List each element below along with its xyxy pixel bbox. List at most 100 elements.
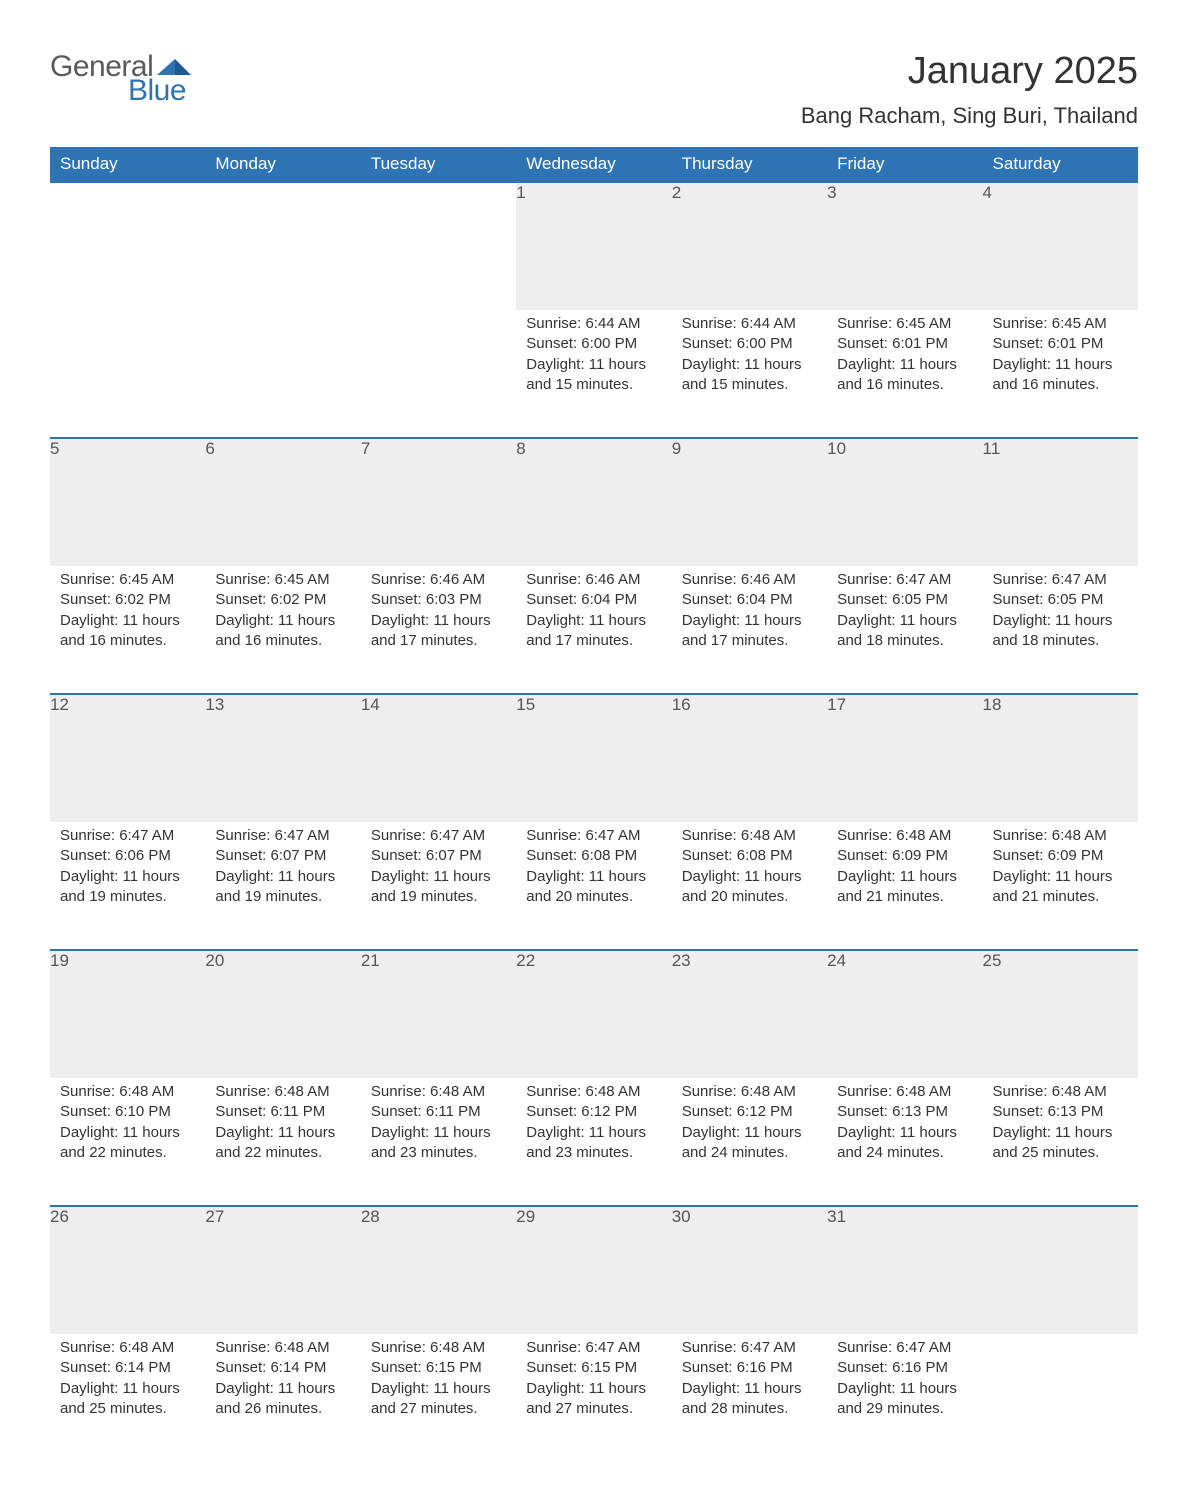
- day-d2: and 25 minutes.: [993, 1143, 1128, 1163]
- day-number: 21: [361, 950, 516, 1078]
- day-d2: and 15 minutes.: [526, 375, 661, 395]
- day-detail: Sunrise: 6:48 AMSunset: 6:11 PMDaylight:…: [361, 1078, 516, 1206]
- empty-cell: [205, 182, 360, 310]
- empty-cell: [50, 310, 205, 438]
- day-detail: Sunrise: 6:47 AMSunset: 6:16 PMDaylight:…: [827, 1334, 982, 1462]
- day-ss: Sunset: 6:04 PM: [682, 590, 817, 610]
- day-d2: and 29 minutes.: [837, 1399, 972, 1419]
- day-d1: Daylight: 11 hours: [60, 1379, 195, 1399]
- day-sr: Sunrise: 6:47 AM: [837, 570, 972, 590]
- day-d1: Daylight: 11 hours: [526, 1379, 661, 1399]
- day-number: 4: [983, 182, 1138, 310]
- day-sr: Sunrise: 6:48 AM: [682, 1082, 817, 1102]
- day-number: 16: [672, 694, 827, 822]
- day-detail: Sunrise: 6:48 AMSunset: 6:09 PMDaylight:…: [983, 822, 1138, 950]
- day-number: 20: [205, 950, 360, 1078]
- day-sr: Sunrise: 6:47 AM: [60, 826, 195, 846]
- day-ss: Sunset: 6:08 PM: [682, 846, 817, 866]
- day-number: 8: [516, 438, 671, 566]
- day-ss: Sunset: 6:06 PM: [60, 846, 195, 866]
- day-number: 14: [361, 694, 516, 822]
- day-sr: Sunrise: 6:47 AM: [371, 826, 506, 846]
- day-d2: and 16 minutes.: [993, 375, 1128, 395]
- day-ss: Sunset: 6:05 PM: [993, 590, 1128, 610]
- day-number: 11: [983, 438, 1138, 566]
- day-d1: Daylight: 11 hours: [682, 867, 817, 887]
- day-number: 27: [205, 1206, 360, 1334]
- day-ss: Sunset: 6:05 PM: [837, 590, 972, 610]
- day-ss: Sunset: 6:08 PM: [526, 846, 661, 866]
- day-number: 7: [361, 438, 516, 566]
- day-d1: Daylight: 11 hours: [371, 611, 506, 631]
- day-d2: and 18 minutes.: [837, 631, 972, 651]
- day-number: 18: [983, 694, 1138, 822]
- day-d2: and 17 minutes.: [682, 631, 817, 651]
- day-number: 5: [50, 438, 205, 566]
- logo-blue-text: Blue: [128, 74, 191, 108]
- day-ss: Sunset: 6:01 PM: [837, 334, 972, 354]
- day-number: 15: [516, 694, 671, 822]
- day-sr: Sunrise: 6:48 AM: [215, 1082, 350, 1102]
- day-sr: Sunrise: 6:44 AM: [526, 314, 661, 334]
- day-detail: Sunrise: 6:48 AMSunset: 6:12 PMDaylight:…: [672, 1078, 827, 1206]
- calendar-body: 1234Sunrise: 6:44 AMSunset: 6:00 PMDayli…: [50, 182, 1138, 1462]
- day-ss: Sunset: 6:11 PM: [371, 1102, 506, 1122]
- empty-cell: [205, 310, 360, 438]
- day-d2: and 19 minutes.: [60, 887, 195, 907]
- day-d2: and 20 minutes.: [526, 887, 661, 907]
- day-ss: Sunset: 6:12 PM: [526, 1102, 661, 1122]
- day-detail: Sunrise: 6:46 AMSunset: 6:03 PMDaylight:…: [361, 566, 516, 694]
- day-number: 26: [50, 1206, 205, 1334]
- day-number: 6: [205, 438, 360, 566]
- day-number: 17: [827, 694, 982, 822]
- day-d1: Daylight: 11 hours: [993, 611, 1128, 631]
- day-d2: and 17 minutes.: [371, 631, 506, 651]
- day-d2: and 19 minutes.: [215, 887, 350, 907]
- day-d1: Daylight: 11 hours: [215, 1379, 350, 1399]
- day-d1: Daylight: 11 hours: [682, 1379, 817, 1399]
- day-sr: Sunrise: 6:48 AM: [993, 1082, 1128, 1102]
- day-ss: Sunset: 6:15 PM: [371, 1358, 506, 1378]
- day-d2: and 27 minutes.: [371, 1399, 506, 1419]
- day-d2: and 22 minutes.: [60, 1143, 195, 1163]
- day-number: 19: [50, 950, 205, 1078]
- day-d1: Daylight: 11 hours: [993, 867, 1128, 887]
- day-d1: Daylight: 11 hours: [837, 355, 972, 375]
- day-ss: Sunset: 6:07 PM: [215, 846, 350, 866]
- day-detail: Sunrise: 6:47 AMSunset: 6:07 PMDaylight:…: [205, 822, 360, 950]
- day-detail: Sunrise: 6:47 AMSunset: 6:08 PMDaylight:…: [516, 822, 671, 950]
- day-d2: and 23 minutes.: [371, 1143, 506, 1163]
- empty-cell: [50, 182, 205, 310]
- day-number: 10: [827, 438, 982, 566]
- day-detail: Sunrise: 6:45 AMSunset: 6:01 PMDaylight:…: [827, 310, 982, 438]
- day-sr: Sunrise: 6:48 AM: [371, 1082, 506, 1102]
- day-header: Tuesday: [361, 147, 516, 182]
- day-number: 13: [205, 694, 360, 822]
- day-detail: Sunrise: 6:47 AMSunset: 6:05 PMDaylight:…: [827, 566, 982, 694]
- day-ss: Sunset: 6:12 PM: [682, 1102, 817, 1122]
- day-detail: Sunrise: 6:44 AMSunset: 6:00 PMDaylight:…: [672, 310, 827, 438]
- day-sr: Sunrise: 6:45 AM: [837, 314, 972, 334]
- day-d1: Daylight: 11 hours: [371, 1123, 506, 1143]
- empty-cell: [361, 182, 516, 310]
- day-d1: Daylight: 11 hours: [837, 1123, 972, 1143]
- day-d1: Daylight: 11 hours: [215, 1123, 350, 1143]
- calendar-head: SundayMondayTuesdayWednesdayThursdayFrid…: [50, 147, 1138, 182]
- day-sr: Sunrise: 6:47 AM: [682, 1338, 817, 1358]
- day-d1: Daylight: 11 hours: [215, 611, 350, 631]
- day-ss: Sunset: 6:00 PM: [526, 334, 661, 354]
- day-detail: Sunrise: 6:48 AMSunset: 6:10 PMDaylight:…: [50, 1078, 205, 1206]
- day-ss: Sunset: 6:09 PM: [993, 846, 1128, 866]
- empty-cell: [983, 1334, 1138, 1462]
- day-sr: Sunrise: 6:48 AM: [837, 826, 972, 846]
- day-ss: Sunset: 6:09 PM: [837, 846, 972, 866]
- day-detail: Sunrise: 6:48 AMSunset: 6:13 PMDaylight:…: [983, 1078, 1138, 1206]
- day-d2: and 15 minutes.: [682, 375, 817, 395]
- day-detail: Sunrise: 6:48 AMSunset: 6:09 PMDaylight:…: [827, 822, 982, 950]
- day-detail: Sunrise: 6:48 AMSunset: 6:15 PMDaylight:…: [361, 1334, 516, 1462]
- day-d1: Daylight: 11 hours: [60, 611, 195, 631]
- day-d2: and 16 minutes.: [60, 631, 195, 651]
- title-block: January 2025 Bang Racham, Sing Buri, Tha…: [801, 50, 1138, 129]
- day-ss: Sunset: 6:00 PM: [682, 334, 817, 354]
- empty-cell: [983, 1206, 1138, 1334]
